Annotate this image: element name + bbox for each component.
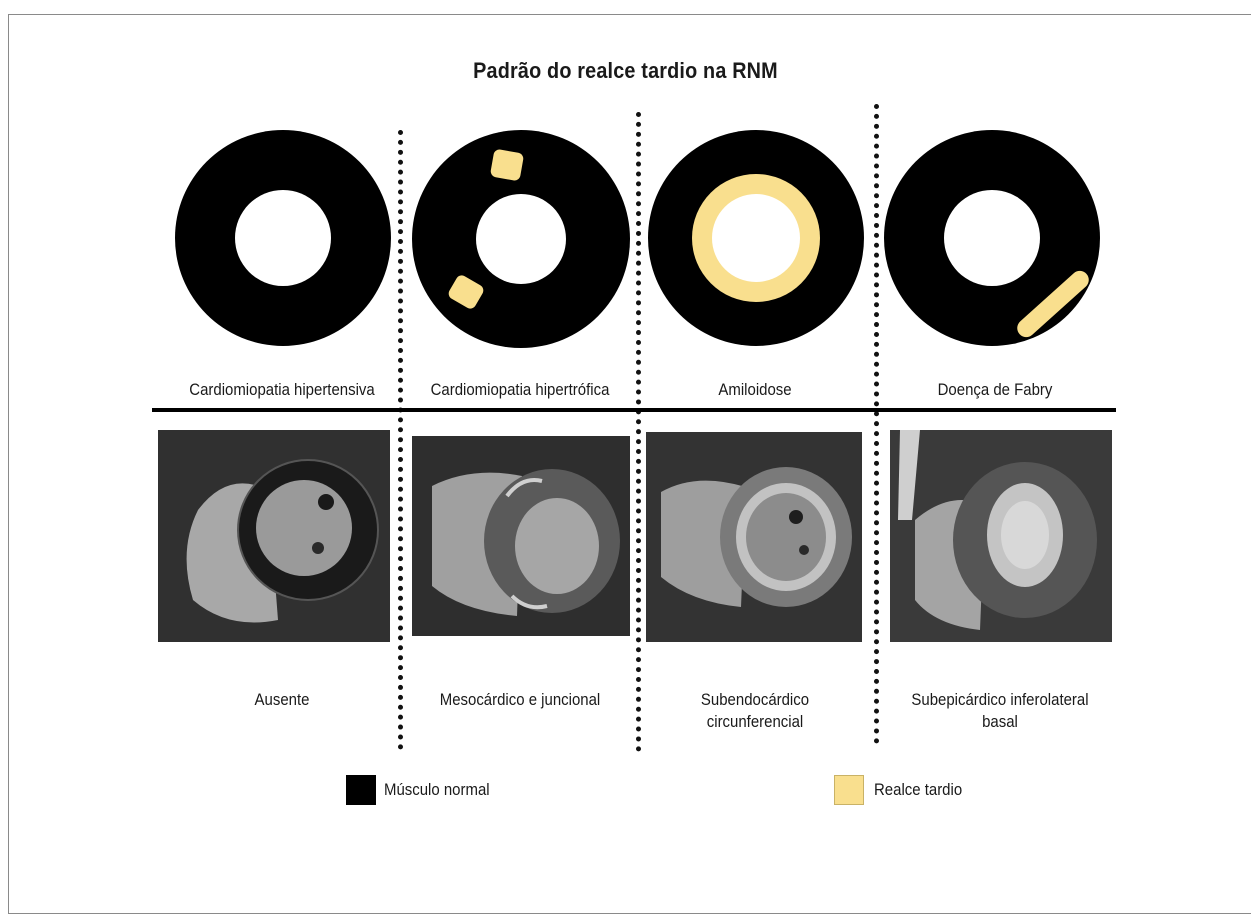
pattern-label-4b: basal [894,711,1105,733]
mri-scan-amyloidosis [646,432,862,642]
diagram-fabry-cavity [944,190,1040,286]
pattern-label-3a: Subendocárdico [654,689,856,711]
enhancement-spot-anterior [490,149,524,182]
separator-3 [874,104,879,744]
pattern-label-3b: circunferencial [654,711,856,733]
disease-label-2: Cardiomiopatia hipertrófica [414,379,625,401]
disease-label-1: Cardiomiopatia hipertensiva [176,379,387,401]
disease-label-4: Doença de Fabry [894,379,1096,401]
pattern-label-1: Ausente [176,689,387,711]
separator-2 [636,112,641,752]
legend-label-late: Realce tardio [874,780,962,800]
separator-1 [398,130,403,750]
disease-label-3: Amiloidose [654,379,856,401]
figure-title: Padrão do realce tardio na RNM [63,58,1189,84]
pattern-label-4a: Subepicárdico inferolateral [894,689,1105,711]
horizontal-divider [152,408,1116,412]
mri-scan-hypertrophic [412,436,630,636]
diagram-amyloidosis [648,130,864,346]
legend-swatch-normal [346,775,376,805]
enhancement-spot-inferior [447,273,486,311]
diagram-hypertrophic-cavity [476,194,566,284]
diagram-amyloidosis-cavity [712,194,800,282]
diagram-hypertensive [175,130,391,346]
mri-scan-fabry [890,430,1112,642]
pattern-label-2: Mesocárdico e juncional [414,689,625,711]
diagram-hypertrophic [412,130,630,348]
legend-label-normal: Músculo normal [384,780,490,800]
diagram-hypertensive-cavity [235,190,331,286]
legend-swatch-late [834,775,864,805]
mri-scan-hypertensive [158,430,390,642]
diagram-fabry [884,130,1100,346]
